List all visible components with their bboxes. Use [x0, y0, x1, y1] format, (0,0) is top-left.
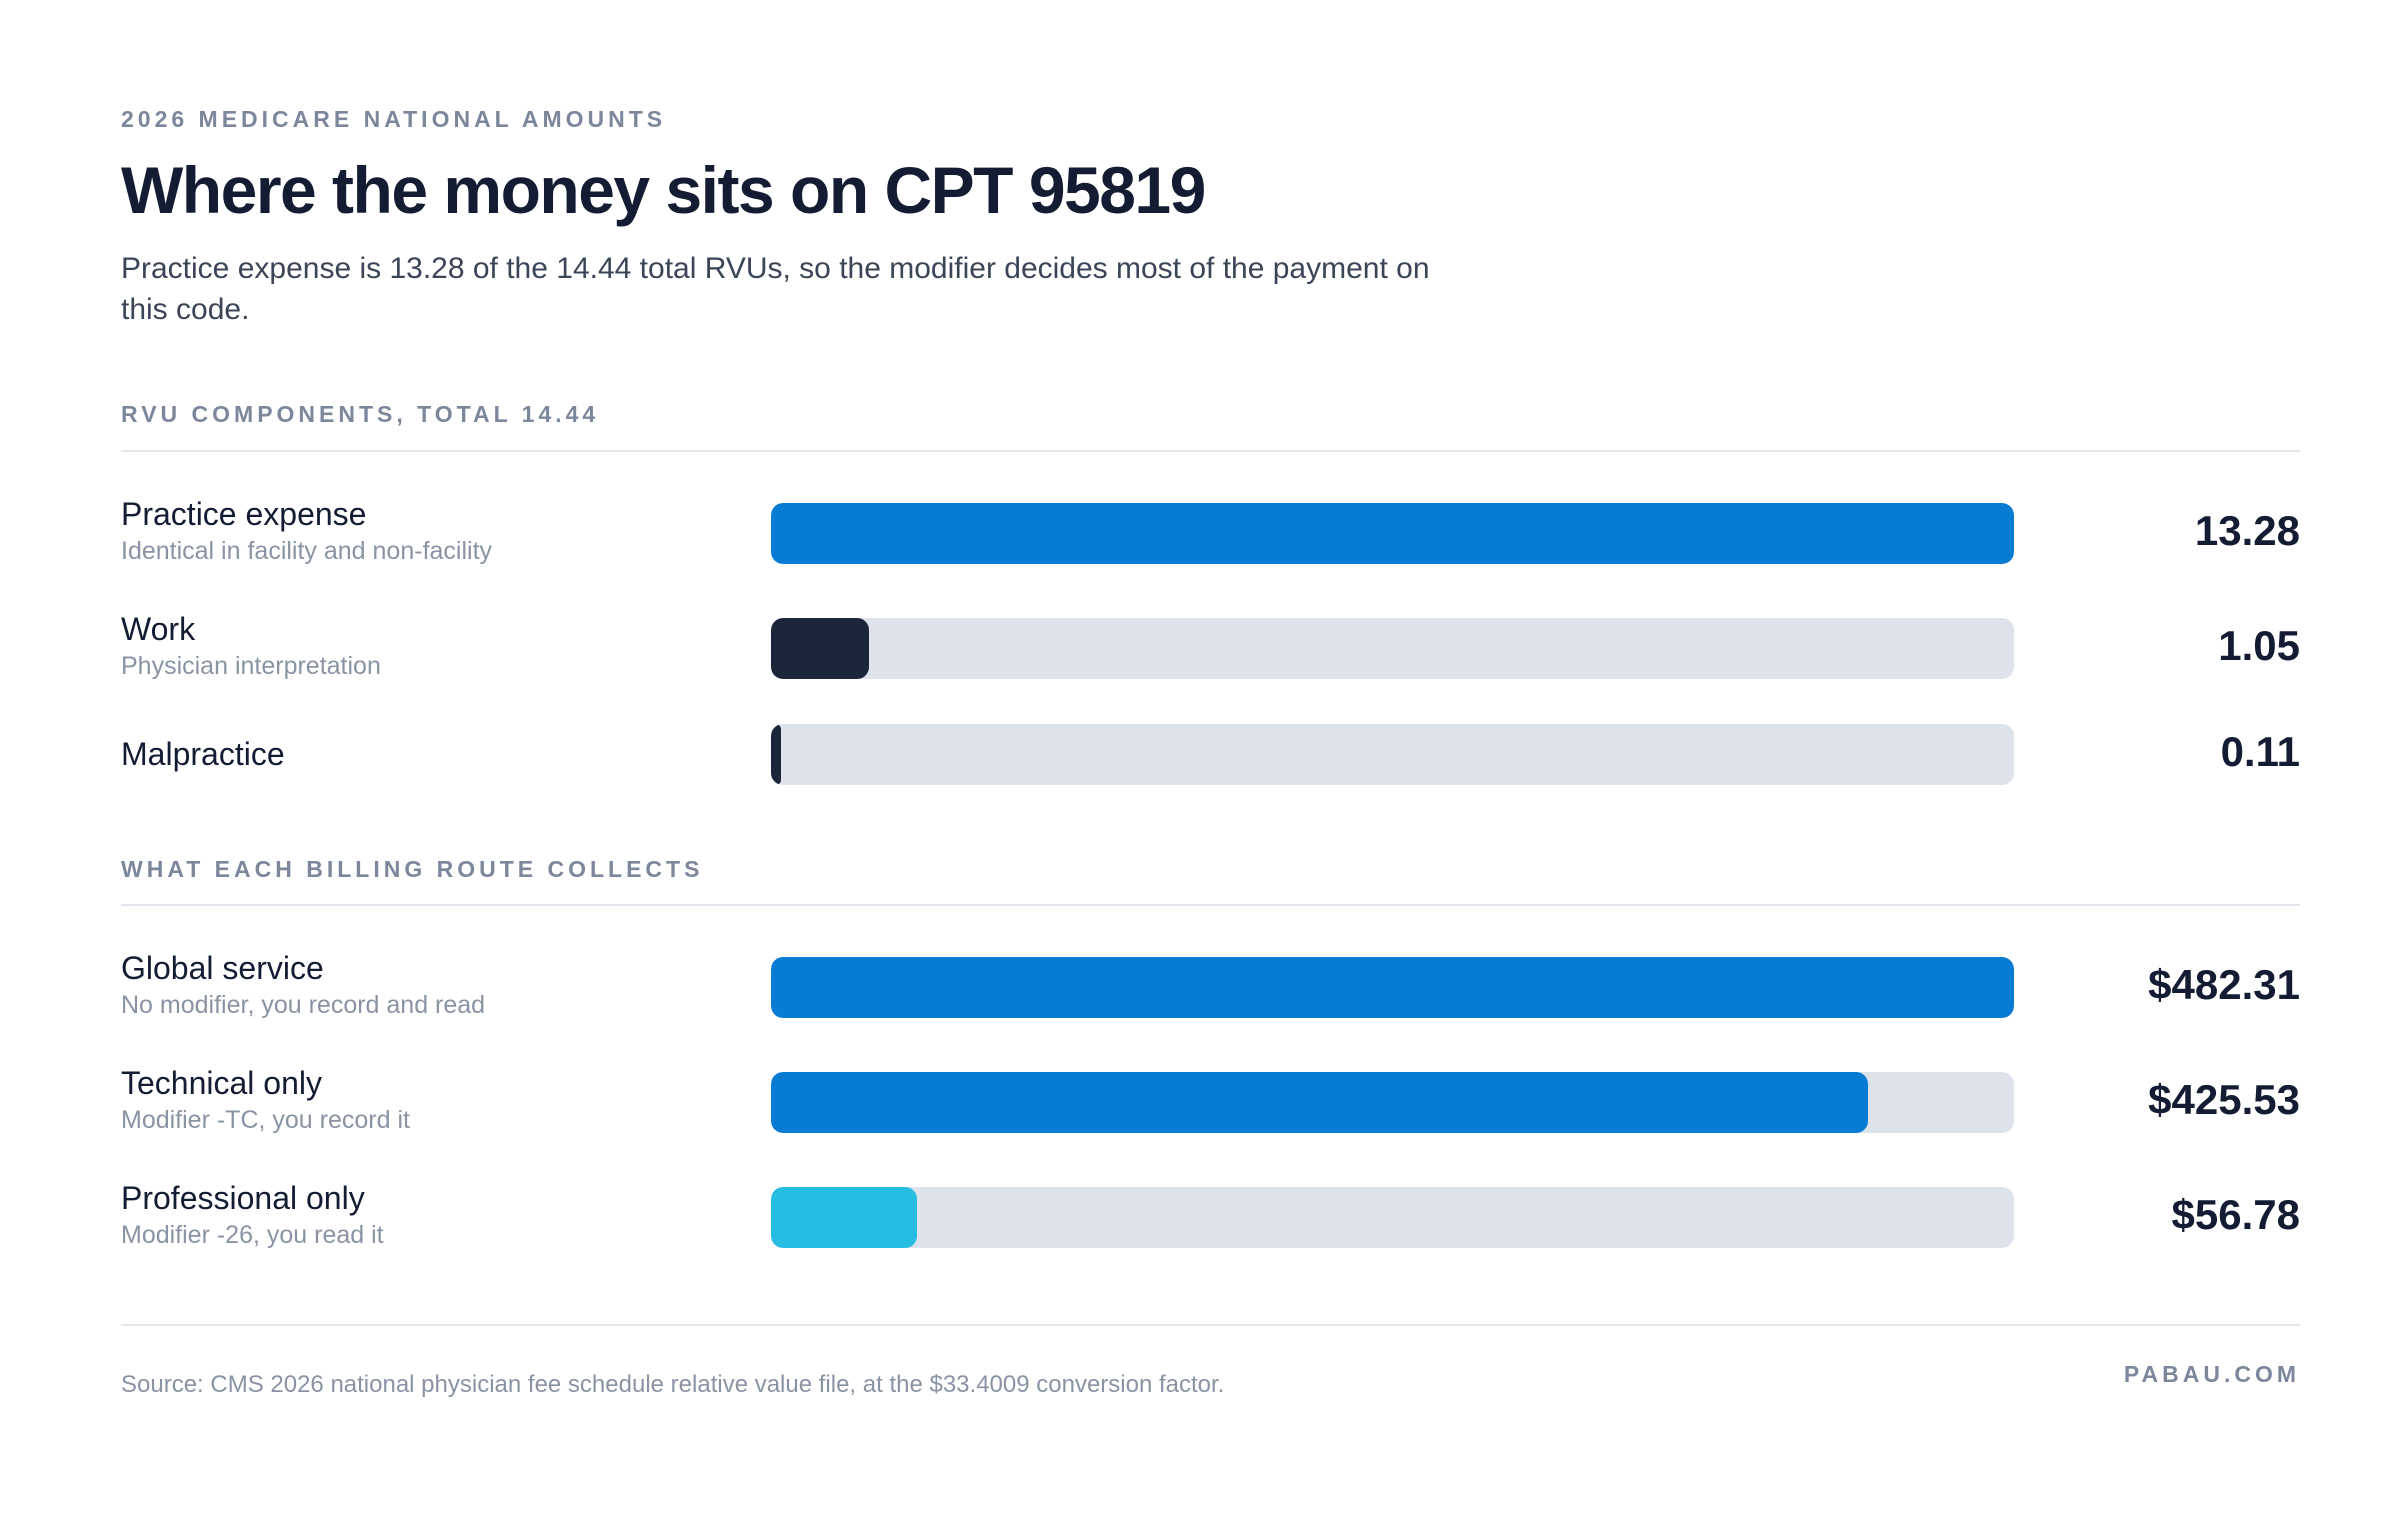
row-label: Professional only [121, 1180, 365, 1216]
row-label: Technical only [121, 1065, 322, 1101]
row-sublabel: Modifier -TC, you record it [121, 1106, 410, 1134]
bar-track [771, 957, 2014, 1018]
row-sublabel: Identical in facility and non-facility [121, 537, 493, 565]
bar-value-label: 0.11 [2220, 728, 2300, 775]
bar-fill [771, 957, 2014, 1018]
row-label: Malpractice [121, 736, 285, 772]
bar-track [771, 1072, 2014, 1133]
row-sublabel: Modifier -26, you read it [121, 1221, 384, 1249]
section-label-billing: WHAT EACH BILLING ROUTE COLLECTS [121, 856, 704, 882]
bar-fill [771, 618, 870, 679]
bar-fill [771, 724, 782, 785]
row-sublabel: Physician interpretation [121, 652, 381, 680]
row-sublabel: No modifier, you record and read [121, 991, 486, 1019]
bar-track [771, 618, 2014, 679]
section-divider [121, 904, 2300, 906]
bar-value-label: 1.05 [2218, 622, 2300, 669]
brand-link[interactable]: PABAU.COM [2123, 1361, 2300, 1387]
bar-value-label: $425.53 [2148, 1076, 2300, 1123]
row-label: Practice expense [121, 496, 367, 532]
section-divider [121, 450, 2300, 452]
row-label: Work [121, 611, 196, 647]
bar-fill [771, 1187, 918, 1248]
source-note: Source: CMS 2026 national physician fee … [121, 1371, 1225, 1398]
bar-track [771, 503, 2014, 564]
section-label-rvu: RVU COMPONENTS, TOTAL 14.44 [121, 401, 600, 427]
page-title: Where the money sits on CPT 95819 [121, 153, 1206, 227]
row-label: Global service [121, 950, 324, 986]
eyebrow: 2026 MEDICARE NATIONAL AMOUNTS [121, 106, 667, 132]
bar-value-label: $482.31 [2148, 961, 2300, 1008]
bar-fill [771, 503, 2014, 564]
page-subtitle: Practice expense is 13.28 of the 14.44 t… [121, 252, 1430, 326]
bar-track [771, 724, 2014, 785]
bar-value-label: 13.28 [2194, 507, 2300, 554]
bar-fill [771, 1072, 1868, 1133]
bar-value-label: $56.78 [2171, 1191, 2300, 1238]
footer-divider [121, 1324, 2300, 1326]
bar-track [771, 1187, 2014, 1248]
